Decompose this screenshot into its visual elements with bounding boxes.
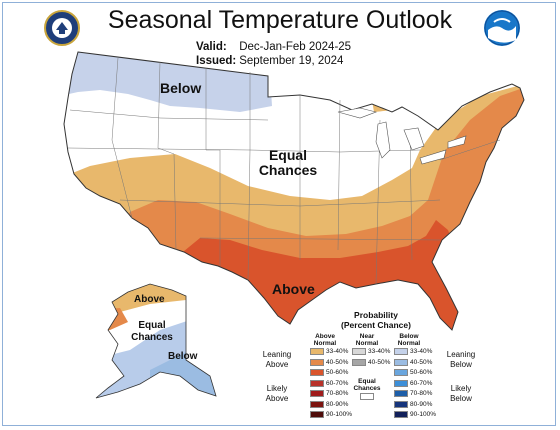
legend-range-above: 80-90% bbox=[326, 400, 349, 408]
valid-value: Dec-Jan-Feb 2024-25 bbox=[239, 41, 352, 53]
valid-label: Valid: bbox=[196, 41, 227, 53]
legend-swatch-above bbox=[310, 369, 324, 376]
issued-label: Issued: bbox=[196, 55, 237, 67]
legend-col-below: Below Normal bbox=[397, 333, 421, 347]
legend-range-below: 33-40% bbox=[410, 348, 433, 355]
equal-chances-label: Equal Chances bbox=[258, 147, 318, 178]
legend-swatch-above bbox=[310, 348, 324, 355]
legend-range-above: 40-50% bbox=[326, 358, 349, 366]
legend-range-below: 40-50% bbox=[410, 358, 433, 366]
commerce-seal-icon bbox=[44, 10, 80, 46]
legend-equal-chances: Equal Chances bbox=[353, 378, 381, 392]
legend-swatch-below bbox=[394, 400, 408, 408]
legend-range-near: 40-50% bbox=[368, 358, 391, 366]
legend-title: Probability (Percent Chance) bbox=[341, 310, 411, 330]
state-lines bbox=[67, 57, 501, 285]
legend-swatch-above bbox=[310, 379, 324, 387]
legend-range-above: 50-60% bbox=[326, 369, 349, 376]
map-frame bbox=[2, 2, 556, 426]
legend-col-near: Near Normal bbox=[355, 333, 379, 347]
legend-swatch-below bbox=[394, 358, 408, 366]
legend-range-above: 90-100% bbox=[326, 411, 353, 418]
legend-swatch-above bbox=[310, 400, 324, 408]
great-lakes bbox=[337, 107, 467, 165]
legend-swatch-below bbox=[394, 348, 408, 355]
legend-range-near: 33-40% bbox=[368, 348, 391, 355]
legend-leaning-below: Leaning Below bbox=[446, 350, 476, 369]
below-north-label: Below bbox=[160, 80, 202, 96]
legend-swatch-near bbox=[352, 348, 366, 355]
legend-range-below: 70-80% bbox=[410, 390, 433, 397]
legend-swatch-below bbox=[394, 411, 408, 418]
legend-swatch-below bbox=[394, 379, 408, 387]
legend-swatch-below bbox=[394, 369, 408, 376]
legend-leaning-above: Leaning Above bbox=[262, 350, 292, 369]
legend-likely-above: Likely Above bbox=[265, 384, 289, 403]
legend-range-above: 33-40% bbox=[326, 348, 349, 355]
ak-equal-chances-label: Equal Chances bbox=[131, 320, 173, 343]
legend-swatch-above bbox=[310, 390, 324, 397]
legend-swatch-equal bbox=[360, 393, 374, 400]
issued-value: September 19, 2024 bbox=[239, 55, 344, 67]
legend-range-above: 70-80% bbox=[326, 390, 349, 397]
noaa-logo-icon bbox=[484, 10, 520, 46]
legend-likely-below: Likely Below bbox=[450, 384, 472, 403]
legend-swatch-near bbox=[352, 358, 366, 366]
legend-swatch-below bbox=[394, 390, 408, 397]
ak-below-label: Below bbox=[168, 351, 198, 362]
legend-range-below: 60-70% bbox=[410, 379, 433, 387]
valid-line: Valid: Dec-Jan-Feb 2024-25 bbox=[196, 41, 351, 53]
legend-col-above: Above Normal bbox=[313, 333, 337, 347]
legend-range-below: 90-100% bbox=[410, 411, 437, 418]
legend-range-below: 50-60% bbox=[410, 369, 433, 376]
legend-range-above: 60-70% bbox=[326, 379, 349, 387]
issued-line: Issued: September 19, 2024 bbox=[196, 55, 343, 67]
legend-swatch-above bbox=[310, 358, 324, 366]
above-south-label: Above bbox=[272, 281, 315, 297]
ak-above-label: Above bbox=[134, 294, 165, 305]
legend-range-below: 80-90% bbox=[410, 400, 433, 408]
legend-swatch-above bbox=[310, 411, 324, 418]
page-title: Seasonal Temperature Outlook bbox=[107, 6, 453, 34]
